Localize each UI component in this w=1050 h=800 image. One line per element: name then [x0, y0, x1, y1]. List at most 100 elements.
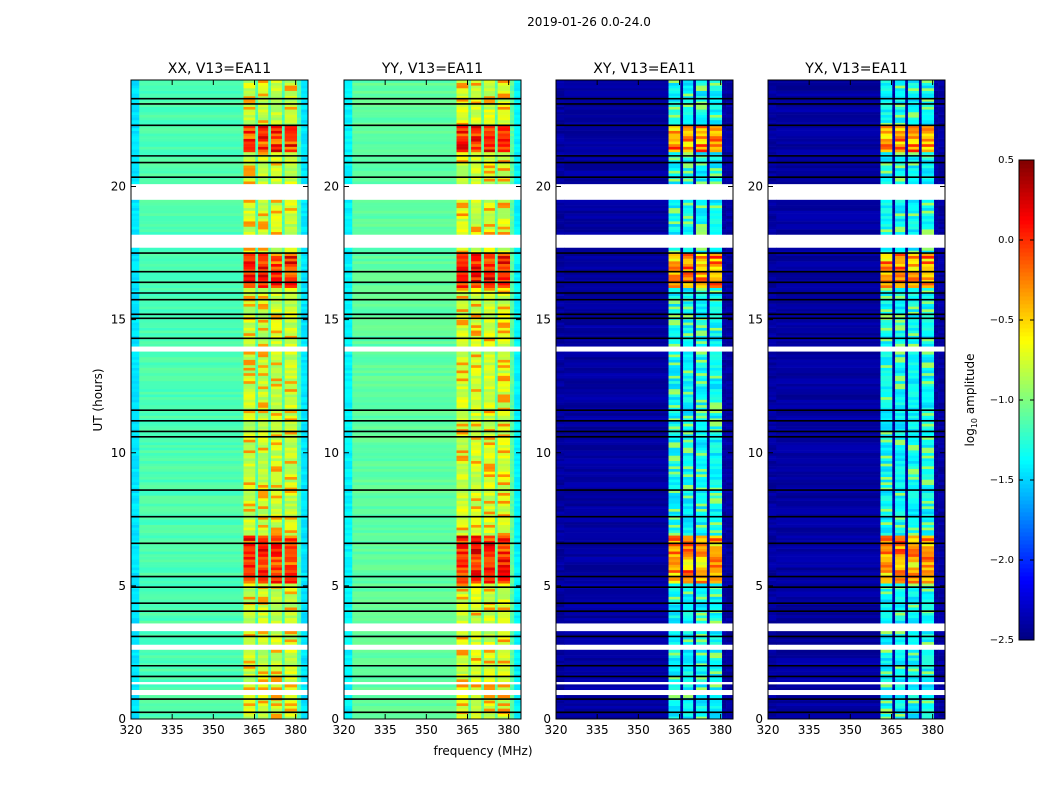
heatmap-cell: [497, 226, 511, 230]
heatmap-cell: [471, 490, 482, 493]
heatmap-cell: [514, 527, 522, 531]
heatmap-cell: [494, 545, 498, 549]
heatmap-cell: [131, 665, 140, 669]
heatmap-cell: [243, 487, 256, 491]
heatmap-cell: [514, 138, 522, 142]
heatmap-cell: [243, 399, 256, 403]
heatmap-cell: [481, 253, 485, 257]
heatmap-cell: [481, 266, 485, 270]
heatmap-cell: [497, 580, 511, 584]
heatmap-cell: [131, 410, 140, 414]
heatmap-cell: [297, 277, 302, 280]
heatmap-cell: [268, 250, 272, 254]
heatmap-cell: [510, 255, 515, 259]
heatmap-cell: [301, 615, 309, 619]
heatmap-cell: [255, 500, 259, 504]
heatmap-cell: [668, 708, 681, 712]
heatmap-cell: [514, 612, 522, 616]
heatmap-cell: [243, 311, 256, 315]
heatmap-cell: [131, 705, 140, 709]
heatmap-cell: [344, 412, 353, 416]
heatmap-cell: [281, 508, 285, 512]
heatmap-cell: [301, 364, 309, 368]
heatmap-cell: [243, 258, 256, 262]
heatmap-cell: [483, 319, 496, 323]
heatmap-cell: [297, 223, 302, 227]
heatmap-cell: [131, 143, 140, 147]
heatmap-cell: [471, 524, 482, 528]
heatmap-cell: [494, 655, 498, 659]
heatmap-cell: [281, 143, 285, 147]
heatmap-cell: [139, 181, 244, 185]
heatmap-cell: [281, 420, 285, 424]
heatmap-cell: [481, 311, 485, 315]
heatmap-cell: [483, 162, 496, 166]
heatmap-cell: [139, 548, 244, 552]
heatmap-cell: [481, 476, 485, 480]
heatmap-cell: [255, 506, 259, 509]
heatmap-cell: [243, 561, 256, 565]
heatmap-cell: [258, 359, 269, 363]
heatmap-cell: [281, 354, 285, 358]
heatmap-cell: [344, 159, 353, 163]
heatmap-cell: [497, 492, 511, 496]
heatmap-cell: [131, 106, 140, 110]
heatmap-cell: [268, 450, 272, 454]
heatmap-cell: [270, 484, 283, 488]
heatmap-cell: [471, 708, 482, 712]
heatmap-cell: [139, 372, 244, 376]
heatmap-cell: [131, 599, 140, 603]
heatmap-cell: [268, 529, 272, 533]
heatmap-cell: [268, 149, 272, 153]
heatmap-cell: [301, 660, 309, 664]
heatmap-cell: [497, 604, 511, 608]
heatmap-cell: [268, 641, 272, 645]
heatmap-cell: [131, 327, 140, 331]
heatmap-cell: [510, 404, 515, 408]
heatmap-cell: [456, 527, 469, 531]
heatmap-cell: [268, 503, 272, 507]
heatmap-cell: [468, 223, 472, 227]
heatmap-cell: [514, 703, 522, 706]
heatmap-cell: [352, 615, 457, 619]
heatmap-cell: [456, 106, 469, 110]
heatmap-cell: [258, 553, 269, 557]
heatmap-cell: [281, 327, 285, 331]
heatmap-cell: [270, 378, 283, 382]
heatmap-cell: [494, 466, 498, 470]
heatmap-cell: [344, 261, 353, 265]
heatmap-cell: [471, 354, 482, 358]
heatmap-cell: [281, 482, 285, 485]
heatmap-cell: [497, 277, 511, 280]
heatmap-cell: [497, 572, 511, 576]
heatmap-cell: [301, 636, 309, 640]
heatmap-cell: [483, 407, 496, 411]
heatmap-cell: [497, 511, 511, 515]
heatmap-cell: [284, 607, 298, 611]
heatmap-cell: [494, 356, 498, 360]
heatmap-cell: [497, 521, 511, 525]
heatmap-cell: [352, 338, 457, 342]
heatmap-cell: [497, 247, 511, 251]
heatmap-cell: [483, 85, 496, 89]
heatmap-cell: [344, 135, 353, 139]
heatmap-cell: [510, 577, 515, 581]
heatmap-cell: [268, 364, 272, 368]
heatmap-cell: [497, 202, 511, 206]
heatmap-cell: [301, 495, 309, 499]
heatmap-cell: [258, 290, 269, 294]
heatmap-cell: [468, 415, 472, 419]
heatmap-cell: [297, 476, 302, 480]
heatmap-cell: [270, 460, 283, 464]
heatmap-cell: [468, 250, 472, 254]
heatmap-cell: [481, 676, 485, 680]
heatmap-cell: [270, 700, 283, 704]
heatmap-cell: [268, 282, 272, 286]
heatmap-cell: [510, 396, 515, 400]
heatmap-cell: [297, 548, 302, 552]
heatmap-cell: [301, 591, 309, 595]
heatmap-cell: [471, 407, 482, 411]
heatmap-cell: [131, 455, 140, 459]
heatmap-cell: [456, 255, 469, 259]
heatmap-cell: [510, 665, 515, 669]
